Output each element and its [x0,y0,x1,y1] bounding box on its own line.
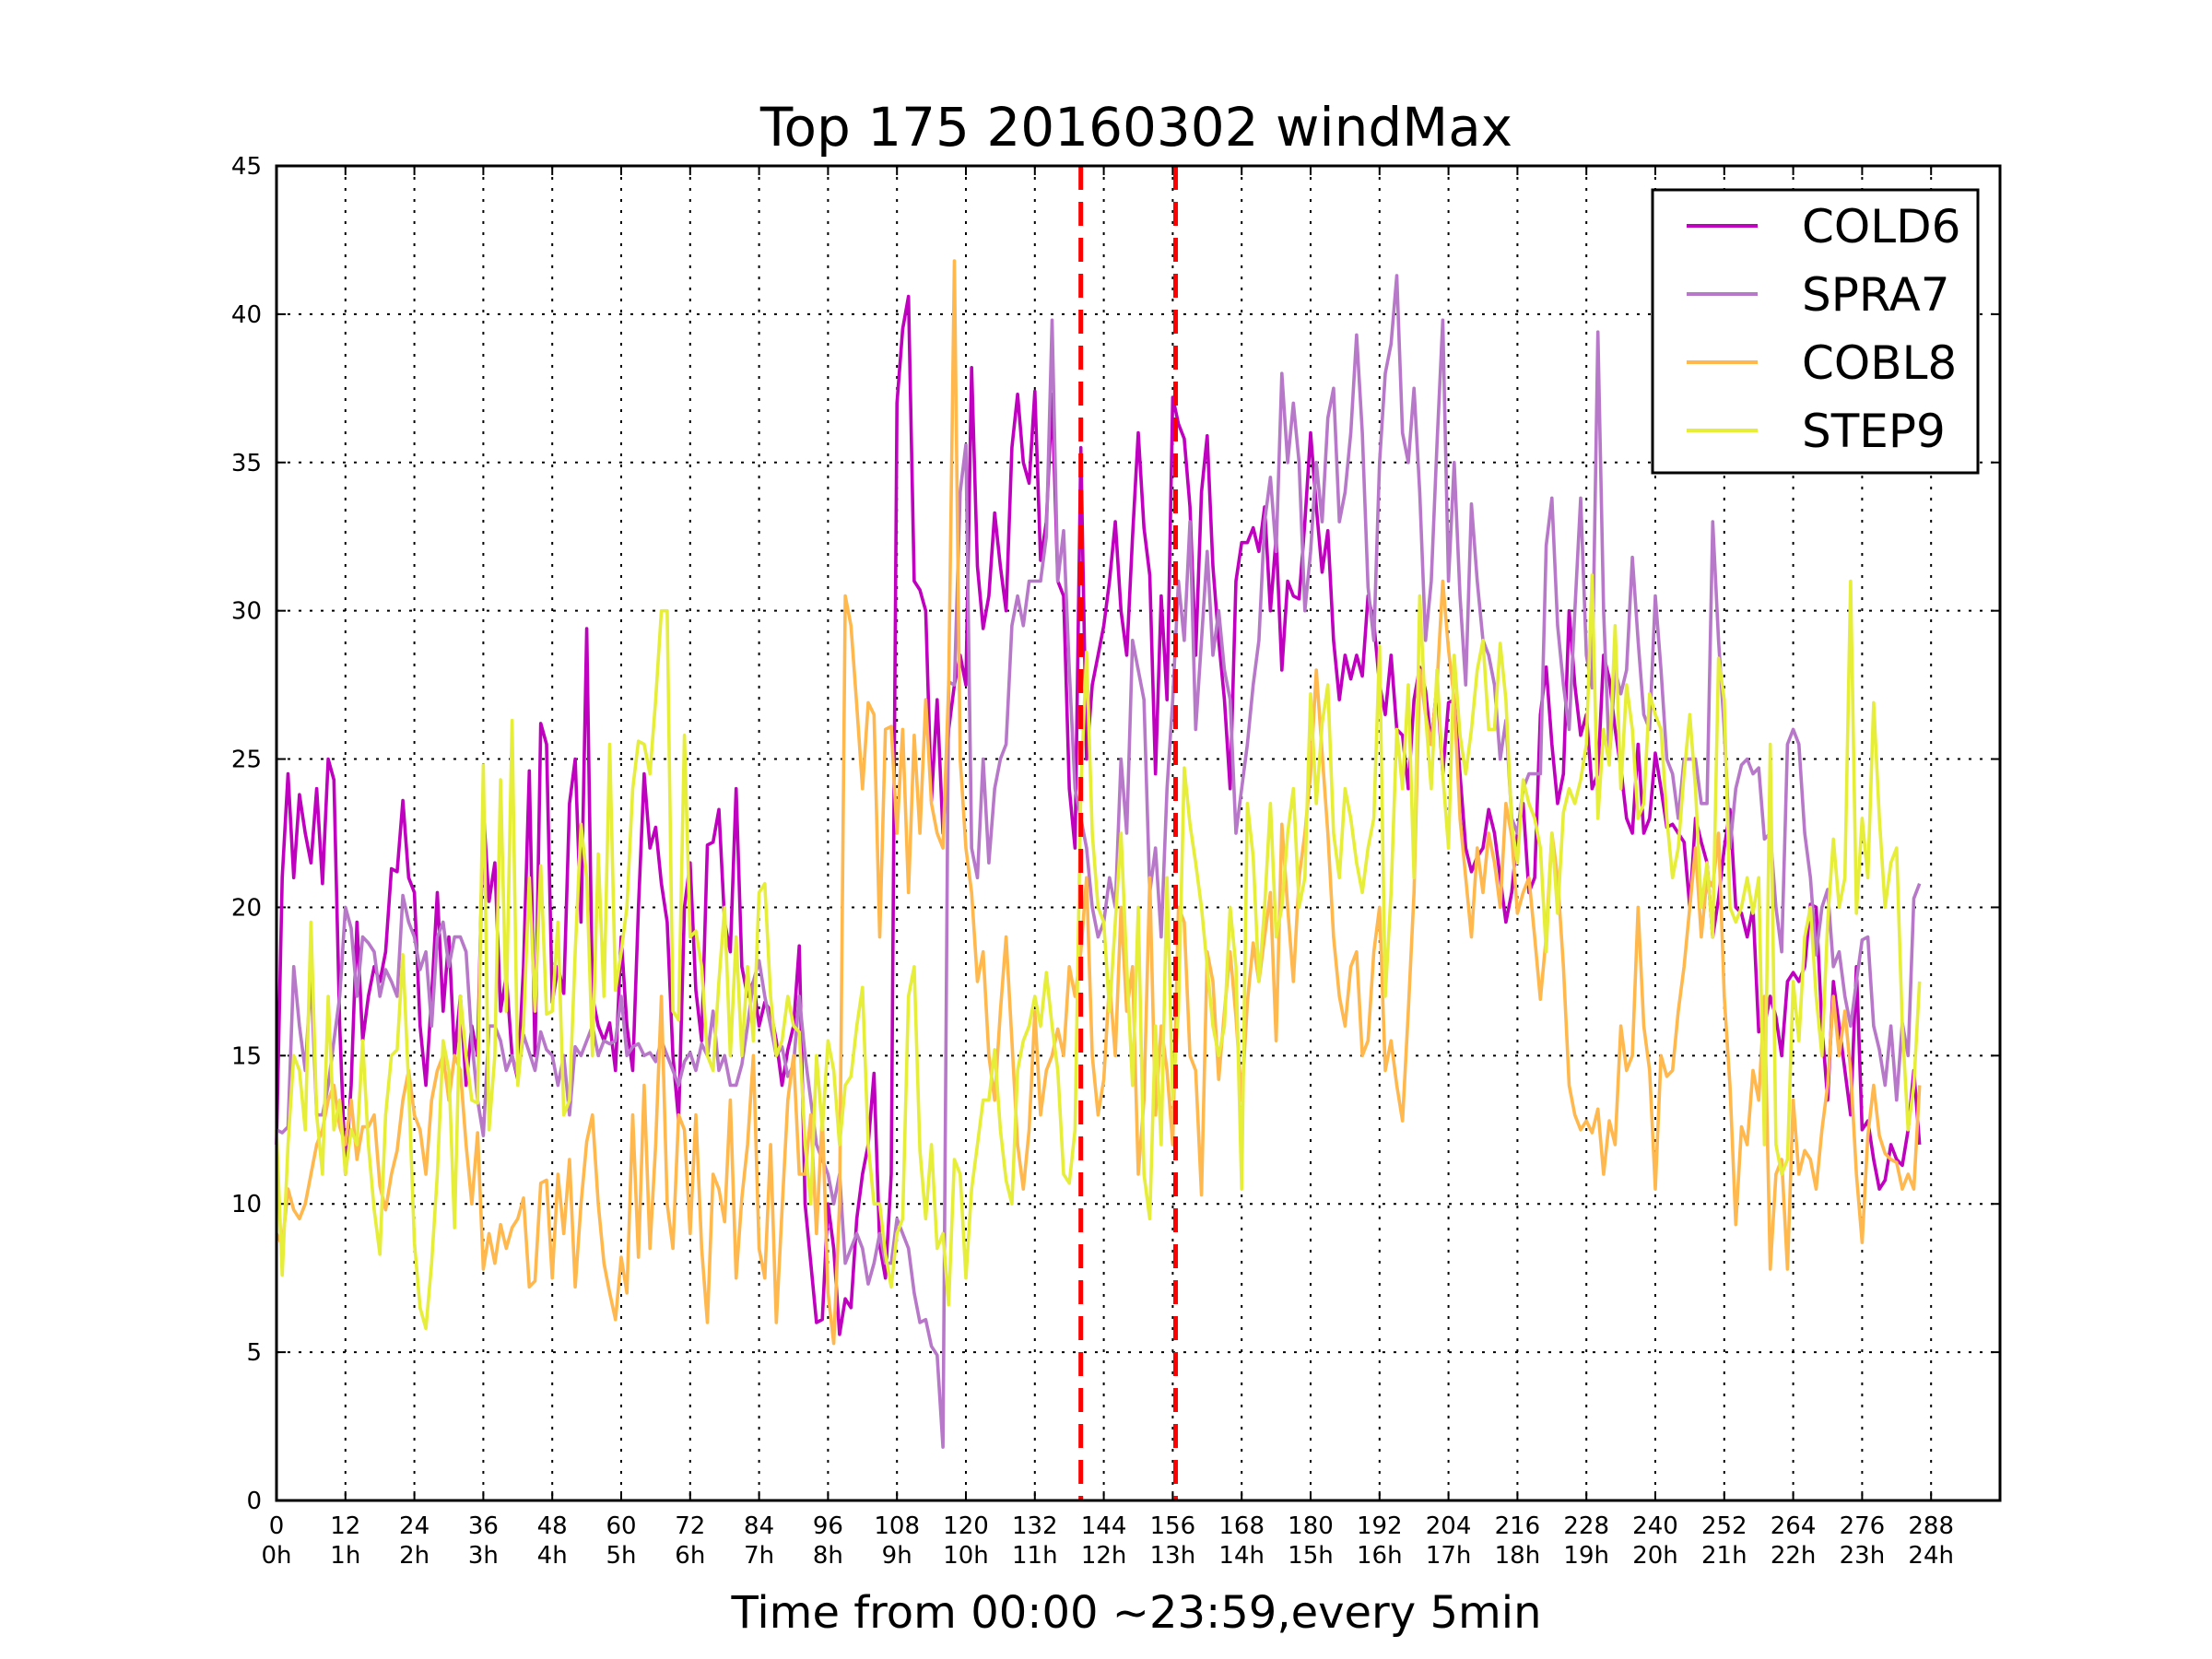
x-tick-label: 132 [1012,1512,1058,1540]
x-tick-label: 1h [330,1542,360,1570]
x-tick-label: 13h [1150,1542,1196,1570]
x-tick-label: 16h [1357,1542,1403,1570]
x-tick-label: 96 [813,1512,843,1540]
grid [276,166,2000,1500]
x-tick-label: 11h [1012,1542,1058,1570]
x-tick-label: 48 [537,1512,568,1540]
x-tick-label: 24h [1908,1542,1954,1570]
x-tick-label: 264 [1771,1512,1817,1540]
x-tick-label: 9h [882,1542,912,1570]
series-line-step9 [275,573,1922,1331]
x-tick-label: 192 [1357,1512,1403,1540]
legend-label-cold6: COLD6 [1802,200,1960,253]
x-tick-label: 84 [744,1512,774,1540]
x-tick-label: 0h [261,1542,291,1570]
x-tick-label: 12 [330,1512,360,1540]
legend: COLD6 SPRA7 COBL8 STEP9 [1651,188,1980,475]
x-tick-label: 3h [468,1542,499,1570]
x-tick-label: 17h [1426,1542,1472,1570]
x-tick-label: 108 [874,1512,920,1540]
y-tick-label: 15 [231,1042,262,1070]
x-tick-label: 22h [1771,1542,1817,1570]
y-tick-label: 35 [231,450,262,477]
x-tick-label: 276 [1840,1512,1886,1540]
legend-label-step9: STEP9 [1802,405,1946,458]
x-tick-label: 19h [1563,1542,1609,1570]
x-tick-label: 14h [1218,1542,1265,1570]
chart-title: Top 175 20160302 windMax [759,96,1512,159]
series-line-cobl8 [275,259,1922,1346]
y-tick-label: 0 [246,1488,262,1515]
series-line-cold6 [275,294,1922,1336]
x-tick-label: 12h [1081,1542,1127,1570]
x-tick-label: 156 [1150,1512,1196,1540]
x-tick-label: 240 [1632,1512,1678,1540]
y-tick-label: 30 [231,598,262,626]
legend-label-spra7: SPRA7 [1802,268,1950,322]
x-tick-label: 2h [399,1542,429,1570]
x-tick-label: 204 [1426,1512,1472,1540]
x-tick-label: 10h [943,1542,989,1570]
legend-box [1651,188,1980,475]
y-tick-label: 20 [231,894,262,922]
y-tick-label: 25 [231,747,262,774]
x-tick-label: 228 [1563,1512,1609,1540]
x-tick-label: 5h [606,1542,636,1570]
x-tick-label: 252 [1701,1512,1747,1540]
x-tick-label: 23h [1840,1542,1886,1570]
x-tick-label: 15h [1288,1542,1334,1570]
x-tick-label: 60 [606,1512,636,1540]
x-tick-label: 21h [1701,1542,1747,1570]
x-tick-label: 7h [744,1542,774,1570]
y-tick-label: 10 [231,1191,262,1218]
x-tick-label: 168 [1218,1512,1265,1540]
x-tick-label: 72 [675,1512,705,1540]
x-axis-label: Time from 00:00 ~23:59,every 5min [731,1587,1542,1639]
x-tick-label: 144 [1081,1512,1127,1540]
y-tick-label: 5 [246,1339,262,1367]
x-tick-label: 180 [1288,1512,1334,1540]
y-tick-label: 45 [231,153,262,181]
series-layer [275,259,1922,1449]
x-tick-label: 8h [813,1542,843,1570]
x-tick-label: 4h [537,1542,568,1570]
x-tick-label: 24 [399,1512,429,1540]
x-tick-label: 36 [468,1512,499,1540]
marker-layer [1078,166,1179,1500]
x-tick-label: 20h [1632,1542,1678,1570]
legend-label-cobl8: COBL8 [1802,336,1957,390]
x-tick-label: 18h [1495,1542,1541,1570]
x-tick-label: 216 [1495,1512,1541,1540]
x-tick-label: 6h [675,1542,705,1570]
x-tick-label: 120 [943,1512,989,1540]
y-tick-label: 40 [231,301,262,329]
y-axis: 0 5 10 15 20 25 30 35 40 45 [231,153,2000,1515]
series-line-spra7 [276,274,1922,1449]
x-tick-label: 0 [269,1512,285,1540]
plot-frame [275,164,2002,1502]
x-tick-label: 288 [1908,1512,1954,1540]
